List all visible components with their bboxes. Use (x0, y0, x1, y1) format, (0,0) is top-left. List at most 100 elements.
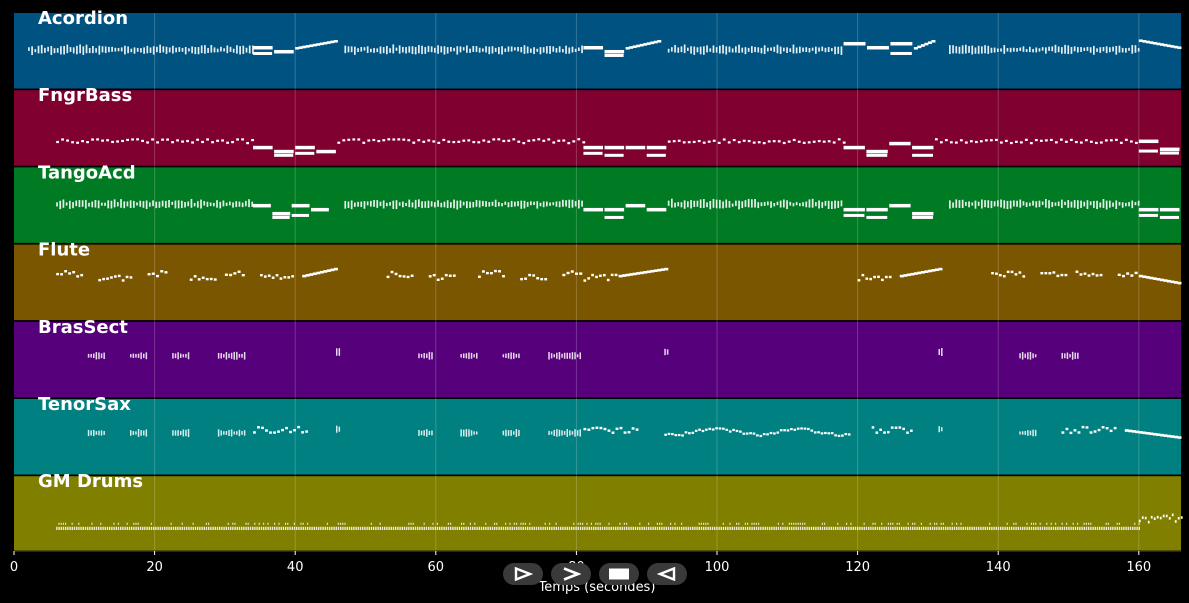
notes-5 (87, 425, 1182, 439)
note-segment (1040, 271, 1068, 278)
note-segment (664, 427, 851, 438)
note-segment (224, 270, 245, 277)
note-segment (625, 39, 662, 50)
note-segment (664, 348, 669, 356)
x-tick-label: 0 (10, 560, 18, 575)
note-segment (418, 429, 433, 437)
x-tick-label: 60 (428, 560, 445, 575)
track-label-2: TangoAcd (38, 162, 136, 183)
note-segment (418, 351, 433, 360)
note-segment (520, 273, 548, 281)
note-segment (335, 348, 341, 356)
note-segment (583, 45, 625, 57)
notes-1 (56, 138, 1180, 157)
note-segment (87, 352, 105, 360)
note-segment (1075, 270, 1103, 277)
note-segment (938, 426, 943, 433)
notes-4 (87, 348, 1079, 360)
track-label-3: Flute (38, 240, 90, 261)
note-segment (253, 145, 336, 157)
tracks-layer (14, 13, 1181, 552)
note-segment (857, 273, 892, 282)
notes-3 (56, 267, 1182, 285)
back-button[interactable] (647, 563, 687, 585)
stop-icon (609, 568, 629, 580)
labels-layer: Acordion FngrBass TangoAcd Flute BrasSect Ten… (38, 8, 143, 492)
play-icon (514, 567, 533, 581)
play-button[interactable] (503, 563, 543, 585)
note-segment (667, 44, 843, 55)
note-segment (337, 138, 586, 145)
note-segment (172, 352, 190, 360)
note-segment (938, 348, 943, 356)
notes-layer (28, 39, 1183, 530)
note-segment (548, 429, 581, 437)
note-segment (1138, 39, 1182, 50)
note-segment (871, 426, 913, 434)
note-segment (843, 41, 913, 55)
note-segment (56, 270, 84, 278)
note-segment (583, 145, 667, 157)
note-segment (1124, 429, 1182, 439)
note-segment (843, 141, 934, 157)
note-segment (618, 267, 669, 278)
note-segment (56, 522, 1140, 530)
stop-button[interactable] (599, 563, 639, 585)
note-segment (189, 275, 217, 281)
forward-button[interactable] (551, 563, 591, 585)
note-segment (260, 273, 295, 280)
track-band-4 (14, 321, 1181, 398)
note-segment (1138, 513, 1183, 524)
note-segment (147, 270, 168, 278)
note-segment (98, 274, 133, 282)
note-segment (899, 267, 943, 278)
track-band-3 (14, 244, 1181, 321)
notes-6 (56, 513, 1183, 530)
track-band-5 (14, 399, 1181, 475)
note-segment (913, 39, 936, 50)
note-segment (667, 138, 846, 145)
note-segment (217, 351, 246, 360)
track-label-4: BrasSect (38, 317, 128, 338)
note-segment (991, 270, 1026, 278)
track-label-1: FngrBass (38, 85, 132, 106)
note-segment (949, 198, 1140, 210)
note-segment (344, 199, 583, 210)
note-segment (1117, 271, 1138, 278)
note-segment (56, 138, 254, 145)
note-segment (295, 39, 338, 50)
note-segment (87, 429, 105, 437)
note-segment (1061, 351, 1079, 360)
note-segment (172, 428, 190, 437)
note-segment (1019, 429, 1037, 437)
note-segment (583, 203, 667, 219)
note-segment (477, 269, 505, 278)
notes-2 (56, 198, 1180, 219)
grid-layer (154, 13, 1140, 551)
note-segment (460, 352, 478, 360)
x-axis: 020406080100120140160 (10, 550, 1181, 575)
note-segment (548, 351, 581, 360)
note-segment (129, 352, 148, 360)
x-tick-label: 100 (705, 560, 730, 575)
x-tick-label: 140 (986, 560, 1011, 575)
track-label-0: Acordion (38, 8, 128, 29)
note-segment (253, 425, 309, 434)
x-tick-label: 20 (146, 560, 163, 575)
note-segment (843, 203, 934, 219)
note-segment (428, 273, 456, 282)
note-segment (344, 44, 583, 55)
forward-icon (563, 567, 581, 581)
note-segment (253, 203, 329, 219)
note-segment (302, 267, 338, 278)
x-tick-label: 40 (287, 560, 304, 575)
note-segment (583, 426, 639, 434)
note-segment (386, 270, 414, 279)
back-icon (657, 567, 676, 581)
note-segment (949, 44, 1140, 55)
note-segment (502, 352, 520, 360)
note-segment (1138, 139, 1180, 155)
note-segment (1019, 351, 1037, 360)
x-tick-label: 120 (845, 560, 870, 575)
